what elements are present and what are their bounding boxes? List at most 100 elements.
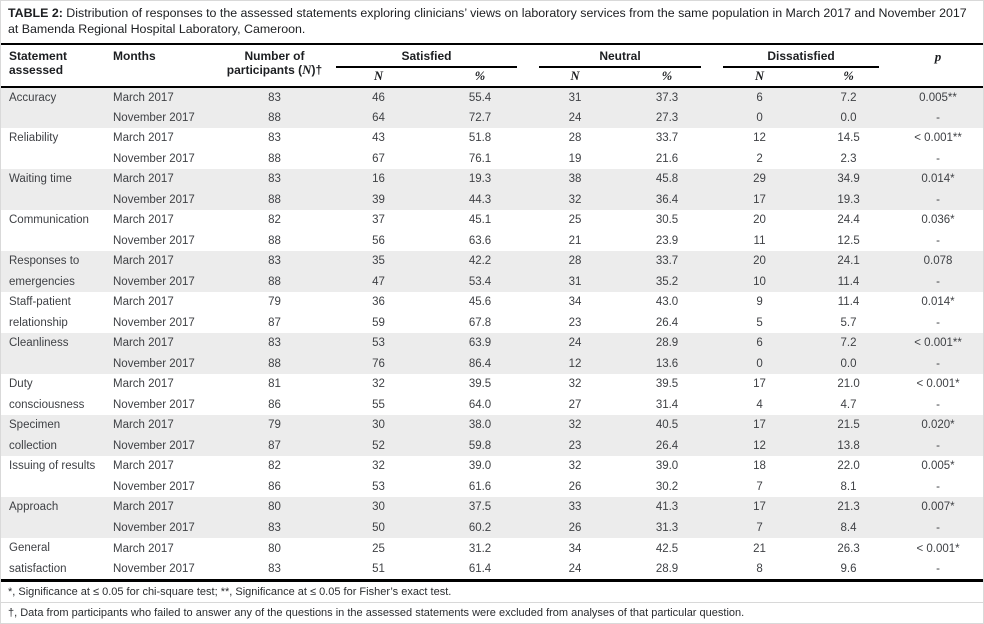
header-neutral-label: Neutral: [539, 49, 702, 68]
table-row: Reliability March 2017 83 43 51.8 28 33.7 12 14.…: [1, 128, 983, 149]
cell-statement: Reliability: [9, 132, 59, 144]
cell-neutral-n: 21: [568, 234, 582, 247]
cell-dissatisfied-n: 17: [753, 419, 766, 432]
cell-dissatisfied-n: 29: [753, 173, 766, 186]
cell-p-value: -: [936, 152, 940, 165]
cell-dissatisfied-n: 12: [753, 132, 766, 145]
footnotes: *, Significance at ≤ 0.05 for chi-square…: [1, 582, 983, 623]
cell-month: November 2017: [113, 480, 195, 493]
cell-participants: 79: [268, 296, 281, 309]
cell-statement: Specimen collection: [1, 415, 111, 456]
cell-dissatisfied-n: 17: [753, 193, 766, 206]
table-row: Waiting time March 2017 83 16 19.3 38 45.8 29 34…: [1, 169, 983, 210]
cell-participants: 80: [268, 501, 281, 514]
cell-month: March 2017: [113, 501, 174, 514]
cell-statement: Responses to emergencies: [1, 251, 111, 292]
cell-p-value: 0.014*: [921, 173, 955, 186]
cell-satisfied-n: 43: [372, 132, 385, 145]
cell-month: November 2017: [113, 193, 195, 206]
cell-neutral-n: 32: [568, 460, 582, 473]
cell-satisfied-n: 25: [372, 542, 385, 555]
cell-dissatisfied-n: 6: [756, 91, 763, 104]
cell-dissatisfied-pct: 4.7: [840, 398, 857, 411]
cell-dissatisfied-n: 8: [756, 563, 763, 576]
table-row: Issuing of results March 2017 82 32 39.0 32 39…: [1, 456, 983, 477]
cell-participants: 88: [268, 234, 281, 247]
cell-neutral-n: 26: [568, 521, 582, 534]
cell-month: November 2017: [113, 234, 195, 247]
cell-dissatisfied-pct: 24.4: [837, 214, 860, 227]
cell-dissatisfied-pct: 34.9: [837, 173, 860, 186]
cell-neutral-n: 33: [568, 501, 582, 514]
cell-month: March 2017: [113, 419, 174, 432]
cell-statement: Issuing of results: [9, 460, 96, 472]
cell-satisfied-pct: 45.1: [468, 214, 492, 227]
cell-neutral-n: 38: [568, 173, 582, 186]
cell-participants: 81: [268, 378, 281, 391]
cell-neutral-pct: 45.8: [655, 173, 679, 186]
cell-satisfied-pct: 37.5: [468, 501, 492, 514]
cell-neutral-pct: 35.2: [655, 275, 679, 288]
table-row: Responses to emergencies March 2017 83 35 42…: [1, 251, 983, 292]
cell-statement: Cleanliness: [1, 333, 111, 374]
cell-p-value: -: [936, 521, 940, 534]
table-row: November 2017 88 67 76.1 19 21.6 2 2.3 -: [1, 149, 983, 170]
cell-satisfied-pct: 19.3: [468, 173, 492, 186]
cell-dissatisfied-pct: 21.5: [837, 419, 860, 432]
cell-dissatisfied-pct: 8.4: [840, 521, 857, 534]
cell-satisfied-n: 30: [372, 501, 385, 514]
cell-dissatisfied-pct: 19.3: [837, 193, 860, 206]
header-months: Months: [113, 49, 156, 63]
table-row: Cleanliness March 2017 83 53 63.9 24 28.9 6 7.2 <…: [1, 333, 983, 374]
cell-dissatisfied-pct: 11.4: [837, 296, 860, 309]
cell-month: March 2017: [113, 460, 174, 473]
cell-satisfied-pct: 38.0: [468, 419, 492, 432]
cell-neutral-pct: 28.9: [655, 337, 679, 350]
cell-dissatisfied-n: 0: [756, 111, 763, 124]
cell-p-value: -: [936, 357, 940, 370]
cell-satisfied-n: 50: [372, 521, 385, 534]
table-row: November 2017 88 56 63.6 21 23.9 11 12.5 -: [1, 231, 983, 252]
cell-satisfied-n: 39: [372, 193, 385, 206]
header-satisfied-pct: %: [474, 69, 486, 83]
cell-dissatisfied-pct: 12.5: [837, 234, 860, 247]
cell-satisfied-pct: 39.5: [468, 378, 492, 391]
cell-satisfied-n: 46: [372, 91, 385, 104]
cell-participants: 88: [268, 357, 281, 370]
header-statement: Statement assessed: [9, 49, 68, 77]
cell-dissatisfied-pct: 7.2: [840, 337, 857, 350]
cell-dissatisfied-n: 6: [756, 337, 763, 350]
cell-dissatisfied-n: 18: [753, 460, 766, 473]
cell-satisfied-n: 16: [372, 173, 385, 186]
cell-satisfied-n: 56: [372, 234, 385, 247]
cell-neutral-pct: 33.7: [655, 255, 679, 268]
cell-participants: 79: [268, 419, 281, 432]
header-neutral-n: N: [570, 69, 580, 83]
cell-month: March 2017: [113, 255, 174, 268]
cell-neutral-n: 32: [568, 378, 582, 391]
cell-neutral-pct: 30.2: [655, 480, 679, 493]
cell-satisfied-pct: 59.8: [468, 439, 492, 452]
cell-satisfied-pct: 60.2: [468, 521, 492, 534]
cell-participants: 88: [268, 193, 281, 206]
table-body: Accuracy March 2017 83 46 55.4 31 37.3 6 7.2 0.00…: [1, 87, 983, 581]
header-dissatisfied-label: Dissatisfied: [723, 49, 880, 68]
table-row: November 2017 87 59 67.8 23 26.4 5 5.7 -: [1, 313, 983, 334]
cell-neutral-n: 32: [568, 419, 582, 432]
cell-neutral-n: 25: [568, 214, 582, 227]
cell-neutral-pct: 28.9: [655, 563, 679, 576]
cell-satisfied-pct: 42.2: [468, 255, 492, 268]
cell-satisfied-n: 32: [372, 460, 385, 473]
cell-satisfied-pct: 55.4: [468, 91, 492, 104]
cell-satisfied-pct: 53.4: [468, 275, 492, 288]
cell-dissatisfied-pct: 21.3: [837, 501, 860, 514]
cell-satisfied-n: 37: [372, 214, 385, 227]
cell-p-value: 0.005*: [921, 460, 955, 473]
cell-statement: Approach: [1, 497, 111, 538]
cell-p-value: -: [936, 563, 940, 576]
cell-satisfied-pct: 31.2: [468, 542, 492, 555]
cell-dissatisfied-n: 20: [753, 255, 766, 268]
cell-satisfied-n: 30: [372, 419, 385, 432]
cell-dissatisfied-pct: 21.0: [837, 378, 860, 391]
header-group-dissatisfied: Dissatisfied: [713, 44, 891, 68]
